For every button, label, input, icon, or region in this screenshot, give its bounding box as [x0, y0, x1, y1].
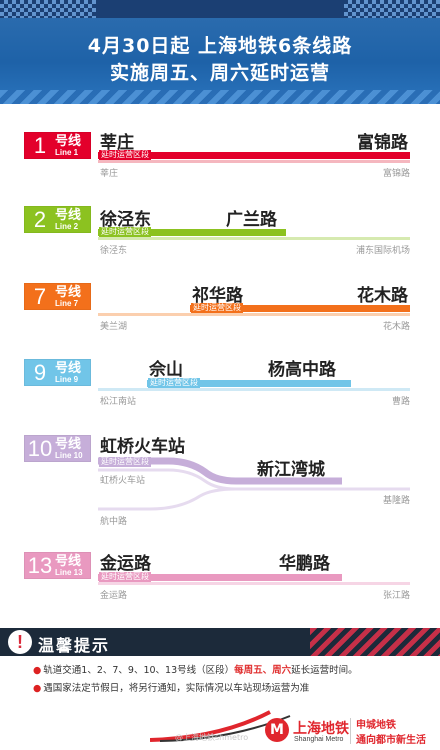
line-1-segment-label: 延时运营区段 — [99, 150, 151, 160]
line-13-badge: 13 号线 Line 13 — [24, 552, 91, 579]
line-7-to-station: 花木路 — [357, 286, 408, 306]
line-13-en: Line 13 — [55, 567, 83, 577]
line-13-terminal-left: 金运路 — [100, 591, 128, 601]
notice-stripe — [310, 628, 440, 656]
line-9-bar — [147, 380, 351, 387]
line-7-full-line — [98, 313, 410, 316]
line-2-full-line — [98, 237, 410, 240]
line-7-hx: 号线 — [55, 284, 82, 300]
line-7-number: 7 — [33, 284, 47, 309]
line-9-to-station: 杨高中路 — [268, 360, 336, 380]
line-10-to-station: 新江湾城 — [257, 460, 325, 480]
line-7-bar — [190, 305, 410, 312]
line-2-number: 2 — [33, 207, 47, 232]
notice-body: ● 轨道交通1、2、7、9、10、13号线（区段）每周五、周六延长运营时间。 ● 遇… — [0, 656, 440, 698]
metro-logo-english: Shanghai Metro — [294, 736, 344, 743]
line-1-en: Line 1 — [55, 147, 79, 157]
line-10-hx: 号线 — [55, 436, 82, 452]
notice-b1-pre: 轨道交通1、2、7、9、10、13号线（区段） — [43, 665, 235, 676]
line-13-segment-label: 延时运营区段 — [99, 572, 151, 582]
line-2-badge: 2 号线 Line 2 — [24, 206, 91, 233]
header-stripe — [0, 90, 440, 104]
notice-bullet-1: ● 轨道交通1、2、7、9、10、13号线（区段）每周五、周六延长运营时间。 — [33, 662, 358, 676]
line-7-from-station: 祁华路 — [192, 286, 243, 306]
footer-separator — [350, 718, 351, 744]
notice-b1-highlight: 每周五、周六 — [234, 665, 292, 676]
line-9-hx: 号线 — [55, 360, 82, 376]
line-2-terminal-right: 浦东国际机场 — [355, 246, 410, 256]
line-13-hx: 号线 — [55, 553, 82, 569]
line-7-terminal-left: 美兰湖 — [100, 322, 128, 332]
bullet-dot-icon: ● — [33, 665, 42, 676]
line-1-full-line — [98, 160, 410, 163]
line-1-bar — [98, 152, 410, 159]
line-10-segment-label: 延时运营区段 — [99, 457, 151, 467]
line-7-segment-label: 延时运营区段 — [191, 303, 243, 313]
line-2-terminal-left: 徐泾东 — [100, 246, 128, 256]
header-title-line1: 4月30日起 上海地铁6条线路 — [87, 35, 353, 57]
notice-b2: 遇国家法定节假日，将另行通知，实际情况以车站现场运营为准 — [43, 683, 310, 694]
line-10-en: Line 10 — [55, 450, 83, 460]
line-13-full-line — [98, 582, 410, 585]
line-7-en: Line 7 — [55, 298, 79, 308]
line-10-number: 10 — [27, 436, 53, 461]
line-10-branch-a: 虹桥火车站 — [100, 476, 146, 486]
line-1-terminal-right: 富锦路 — [382, 169, 410, 179]
line-13-number: 13 — [27, 553, 53, 578]
exclamation-icon: ! — [8, 630, 32, 654]
line-9-badge: 9 号线 Line 9 — [24, 359, 91, 386]
line-10-branch-b: 航中路 — [100, 517, 128, 527]
line-9-from-station: 佘山 — [149, 360, 183, 380]
line-2-bar — [98, 229, 286, 236]
header-checker-left — [0, 0, 96, 18]
footer-brand-a: 申城地铁 — [356, 720, 396, 731]
header-title-line2: 实施周五、周六延时运营 — [109, 62, 330, 84]
line-9-en: Line 9 — [55, 374, 79, 384]
line-10-badge: 10 号线 Line 10 — [24, 435, 91, 462]
line-9-terminal-left: 松江南站 — [100, 397, 137, 407]
line-9-terminal-right: 曹路 — [391, 397, 410, 407]
line-2-segment-label: 延时运营区段 — [99, 227, 151, 237]
line-1-hx: 号线 — [55, 133, 82, 149]
line-13-from-station: 金运路 — [100, 554, 151, 574]
notice-b1-post: 延长运营时间。 — [291, 665, 358, 676]
line-1-badge: 1 号线 Line 1 — [24, 132, 91, 159]
metro-logo-text: 上海地铁 — [293, 721, 349, 737]
line-10-terminal-right: 基隆路 — [382, 496, 410, 506]
notice-header: ! 温馨提示 — [0, 628, 440, 656]
line-13-terminal-right: 张江路 — [382, 591, 410, 601]
line-2-to-station: 广兰路 — [226, 210, 277, 230]
footer: @上海地铁shmetro M 上海地铁 Shanghai Metro 申城地铁 … — [0, 698, 440, 750]
line-1-number: 1 — [33, 133, 47, 158]
line-7-badge: 7 号线 Line 7 — [24, 283, 91, 310]
line-2-hx: 号线 — [55, 207, 82, 223]
footer-watermark: @上海地铁shmetro — [175, 733, 249, 742]
notice-title: 温馨提示 — [38, 636, 111, 655]
line-10-from-station: 虹桥火车站 — [100, 437, 185, 457]
line-1-terminal-left: 莘庄 — [100, 169, 119, 179]
header-checker-right — [344, 0, 440, 18]
notice-bullet-2: ● 遇国家法定节假日，将另行通知，实际情况以车站现场运营为准 — [33, 680, 309, 694]
line-2-from-station: 徐泾东 — [100, 210, 151, 230]
line-10-branch-line — [98, 487, 237, 511]
line-7-terminal-right: 花木路 — [382, 322, 410, 332]
header-top-band — [0, 0, 440, 18]
header-banner: 4月30日起 上海地铁6条线路 实施周五、周六延时运营 — [0, 0, 440, 104]
line-1-from-station: 莘庄 — [100, 133, 134, 153]
line-1-to-station: 富锦路 — [357, 133, 408, 153]
footer-brand-b: 通向都市新生活 — [356, 735, 426, 746]
line-2-en: Line 2 — [55, 221, 79, 231]
line-9-full-line — [98, 388, 410, 391]
metro-logo-icon: M — [265, 718, 289, 742]
line-10-bar — [98, 457, 342, 485]
bullet-dot-icon: ● — [33, 683, 42, 694]
line-9-segment-label: 延时运营区段 — [148, 378, 200, 388]
line-13-bar — [98, 574, 342, 581]
line-9-number: 9 — [33, 360, 47, 385]
line-13-to-station: 华鹏路 — [279, 554, 330, 574]
